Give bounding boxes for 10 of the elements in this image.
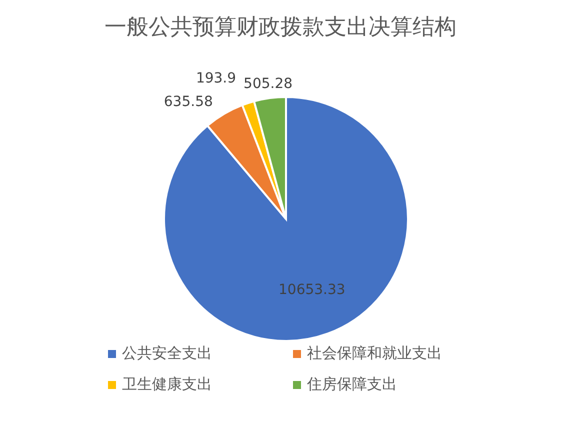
legend-label: 住房保障支出 (307, 375, 397, 394)
legend-label: 卫生健康支出 (122, 375, 212, 394)
data-label: 10653.33 (278, 282, 346, 298)
legend-label: 社会保障和就业支出 (307, 344, 442, 363)
chart-title: 一般公共预算财政拨款支出决算结构 (104, 14, 458, 42)
data-label: 635.58 (164, 94, 213, 110)
legend-label: 公共安全支出 (122, 344, 212, 363)
data-label: 193.9 (196, 70, 236, 86)
pie-slice (163, 96, 409, 342)
data-label: 505.28 (244, 76, 293, 92)
